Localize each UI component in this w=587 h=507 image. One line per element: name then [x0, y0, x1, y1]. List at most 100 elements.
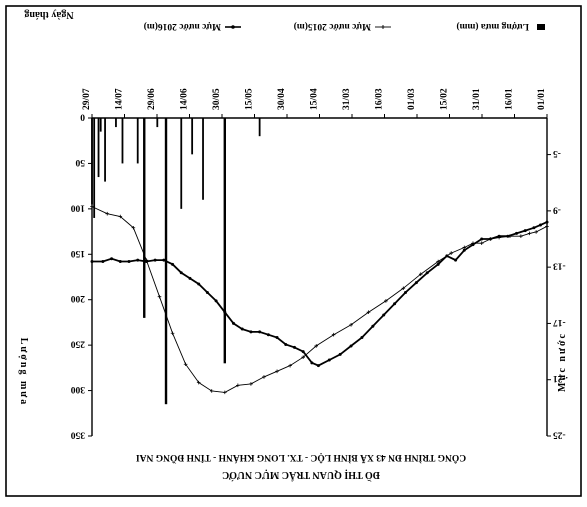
rain-bar [143, 118, 146, 318]
x-tick-label: 15/02 [440, 88, 450, 110]
legend-label: Mực nước 2015(m) [294, 21, 371, 32]
rain-bar [136, 118, 139, 164]
series-point-1 [479, 241, 484, 246]
rain-bar [121, 118, 124, 164]
series-point-2 [382, 313, 386, 317]
rain-tick-label: 100 [71, 202, 86, 212]
series-point-2 [523, 229, 527, 233]
series-point-1 [131, 225, 136, 230]
series-point-1 [436, 259, 440, 264]
series-point-2 [266, 333, 270, 337]
rain-bar [202, 118, 204, 200]
series-point-1 [462, 245, 467, 250]
rain-bar [115, 118, 117, 128]
series-point-2 [136, 258, 140, 262]
series-point-2 [292, 345, 296, 349]
series-point-2 [223, 310, 227, 314]
series-point-2 [153, 258, 157, 262]
series-point-2 [545, 220, 549, 224]
legend-swatch-marker [381, 25, 385, 29]
series-point-2 [284, 343, 288, 347]
series-point-2 [480, 237, 484, 241]
level-tick-label: -21 [553, 373, 566, 383]
series-point-2 [301, 350, 305, 354]
series-point-1 [519, 234, 523, 238]
series-point-1 [288, 363, 292, 368]
series-point-2 [232, 321, 236, 325]
series-point-1 [366, 310, 371, 314]
rain-bar [93, 118, 96, 218]
rain-bar [91, 118, 93, 205]
series-point-1 [249, 382, 253, 386]
y-left-axis-title: Lượng mưa [18, 338, 29, 407]
series-point-1 [349, 323, 353, 327]
series-point-2 [214, 299, 218, 303]
series-point-2 [101, 260, 105, 264]
x-tick-label: 30/05 [212, 88, 222, 110]
rain-bar [156, 118, 159, 128]
series-point-2 [90, 260, 94, 264]
level-tick-label: -13 [553, 261, 566, 271]
series-point-1 [236, 383, 240, 388]
series-point-1 [545, 224, 549, 229]
series-point-2 [454, 258, 458, 262]
series-point-2 [240, 327, 244, 331]
series-point-2 [436, 262, 440, 266]
chart-subtitle: CÔNG TRÌNH ĐN 43 XÃ BÌNH LỘC - TX. LONG … [136, 452, 466, 465]
x-tick-label: 14/06 [180, 88, 190, 110]
series-point-2 [497, 234, 501, 238]
series-point-2 [403, 290, 407, 294]
rain-tick-label: 50 [75, 157, 85, 167]
series-point-2 [258, 330, 262, 334]
chart-frame [5, 5, 582, 497]
series-point-2 [515, 231, 519, 235]
series-point-1 [105, 211, 110, 216]
series-point-1 [118, 214, 123, 219]
series-point-1 [157, 294, 162, 299]
plot-area: 01/01 16/01 31/01 15/02 01/03 16/03 31/03 15/04… [71, 88, 566, 439]
rain-tick-label: 200 [71, 293, 86, 303]
series-point-1 [384, 299, 388, 303]
series-point-2 [445, 254, 449, 258]
rain-tick-label: 350 [71, 430, 86, 440]
rain-bar [104, 118, 106, 182]
legend-label: Mực nước 2016(m) [144, 21, 221, 32]
series-point-2 [393, 302, 397, 306]
series-point-2 [532, 226, 536, 230]
series-point-2 [127, 260, 131, 264]
series-point-1 [209, 389, 214, 393]
rain-bar [99, 118, 102, 132]
series-point-1 [170, 331, 175, 336]
series-point-2 [338, 352, 342, 356]
series-point-2 [471, 243, 475, 247]
series-point-2 [360, 336, 364, 340]
rain-tick-label: 0 [80, 112, 85, 122]
level-tick-label: -9 [553, 204, 561, 214]
x-tick-label: 14/07 [115, 88, 125, 110]
series-point-1 [196, 380, 201, 385]
series-point-1 [418, 272, 423, 276]
series-point-2 [249, 330, 253, 334]
rain-tick-label: 150 [71, 248, 86, 258]
y-right-axis-title: Mực nước [557, 332, 568, 392]
rain-bar [191, 118, 194, 155]
chart-rotated-group: ĐỒ THỊ QUAN TRẮC MỰC NƯỚC CÔNG TRÌNH ĐN … [5, 5, 582, 497]
rain-bar [97, 118, 100, 178]
rain-bar [223, 118, 226, 364]
rain-bar [258, 118, 261, 137]
series-point-2 [506, 234, 510, 238]
series-point-1 [401, 286, 406, 291]
series-point-2 [171, 262, 175, 266]
x-tick-label: 29/06 [147, 88, 157, 110]
x-tick-label: 01/03 [407, 88, 417, 110]
series-point-2 [327, 358, 331, 362]
series-point-2 [425, 271, 429, 275]
x-tick-label: 29/07 [82, 88, 92, 110]
series-point-2 [538, 223, 542, 227]
series-point-2 [179, 271, 183, 275]
series-point-2 [310, 361, 314, 365]
level-tick-label: -25 [553, 430, 566, 440]
series-point-1 [331, 332, 336, 337]
